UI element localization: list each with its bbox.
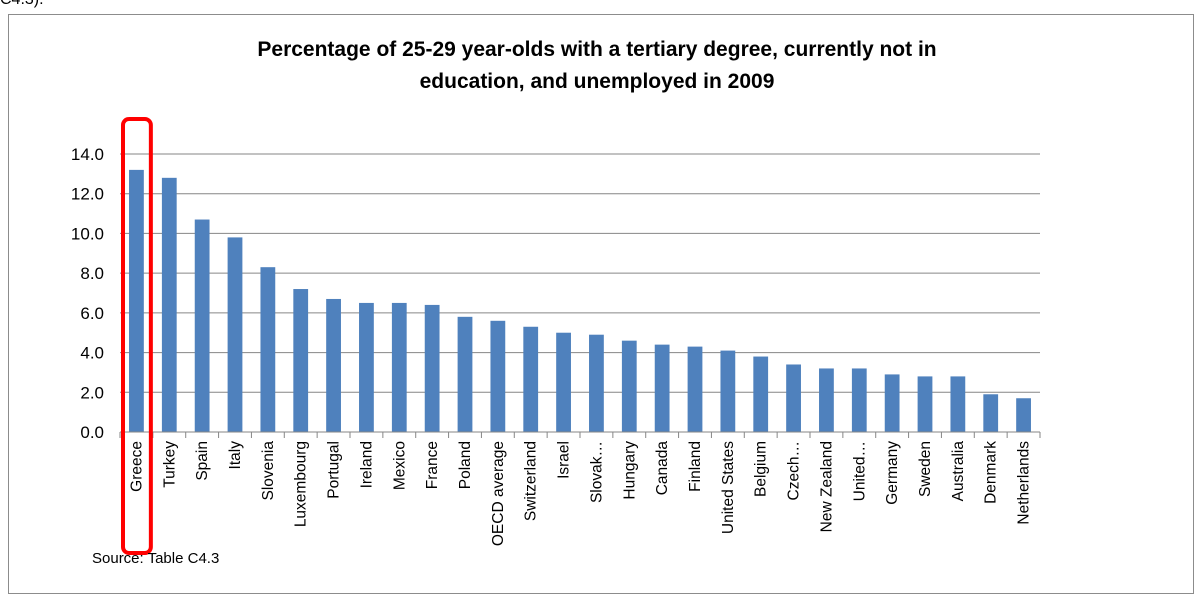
bar — [457, 316, 473, 432]
bar — [819, 368, 834, 432]
bar — [391, 302, 407, 432]
x-category-label: Netherlands — [1016, 441, 1033, 525]
bars — [129, 169, 1031, 432]
x-category-label: Canada — [654, 441, 671, 496]
bar — [786, 364, 801, 432]
bar — [950, 376, 966, 432]
bar — [621, 340, 637, 432]
x-axis: Greece Turkey Spain Italy Slovenia Luxembourg… — [119, 431, 1041, 546]
bar — [983, 394, 999, 432]
x-category-label: Hungary — [621, 441, 638, 500]
y-tick-label: 14.0 — [71, 145, 104, 164]
x-category-label: Italy — [227, 441, 244, 470]
y-tick-label: 0.0 — [80, 423, 104, 442]
x-category-label: Finland — [687, 441, 704, 492]
bar — [753, 356, 769, 432]
x-category-label: Sweden — [917, 441, 934, 497]
gridlines — [120, 153, 1040, 433]
x-category-label: Slovak… — [588, 441, 605, 503]
y-tick-label: 8.0 — [80, 264, 104, 283]
bar — [359, 302, 374, 432]
x-category-label: Israel — [556, 441, 573, 479]
x-category-label: Australia — [950, 441, 967, 502]
x-category-label: Denmark — [983, 441, 1000, 504]
x-category-label: Ireland — [358, 441, 375, 488]
x-category-label: OECD average — [490, 441, 507, 546]
x-category-label: Czech… — [786, 441, 803, 500]
x-category-label: Mexico — [391, 441, 408, 490]
y-tick-label: 4.0 — [80, 344, 104, 363]
x-category-label: Switzerland — [523, 441, 540, 521]
bar — [917, 376, 933, 432]
bar — [556, 332, 571, 432]
x-category-label: Spain — [194, 441, 211, 481]
x-category-label: Portugal — [326, 441, 343, 499]
y-tick-label: 10.0 — [71, 224, 104, 243]
x-category-label: Luxembourg — [293, 441, 310, 527]
bar — [884, 374, 900, 432]
highlight-box — [121, 117, 153, 555]
source-note: Source: Table C4.3 — [92, 550, 219, 567]
x-category-label: New Zealand — [818, 441, 835, 532]
x-category-label: Greece — [128, 441, 145, 492]
bar — [851, 368, 867, 432]
x-category-label: Germany — [884, 441, 901, 505]
bar-chart: Percentage of 25-29 year-olds with a ter… — [71, 38, 1041, 567]
bar — [260, 267, 276, 432]
bar — [720, 350, 736, 432]
x-category-label: Turkey — [161, 441, 178, 488]
x-category-label: Poland — [457, 441, 474, 489]
bar — [687, 346, 703, 432]
bar — [424, 304, 440, 432]
bar — [589, 334, 604, 432]
bar — [227, 237, 243, 432]
bar — [523, 326, 539, 432]
x-category-label: United States — [720, 441, 737, 534]
y-axis: 0.0 2.0 4.0 6.0 8.0 10.0 12.0 14.0 — [71, 145, 104, 442]
highlight-group — [121, 117, 153, 555]
text-fragment: C4.3). — [0, 0, 44, 9]
y-tick-label: 2.0 — [80, 383, 104, 402]
bar — [129, 169, 144, 432]
bar — [1016, 398, 1031, 432]
bar — [326, 298, 341, 432]
bar — [161, 177, 177, 432]
bar — [194, 219, 210, 432]
x-category-label: Belgium — [753, 441, 770, 497]
y-tick-label: 6.0 — [80, 304, 104, 323]
x-category-label: Slovenia — [260, 441, 277, 501]
bar — [490, 320, 506, 432]
bar — [654, 344, 670, 432]
bar — [293, 289, 309, 432]
x-category-label: United… — [851, 441, 868, 501]
chart-title-line-2: education, and unemployed in 2009 — [420, 70, 775, 93]
y-tick-label: 12.0 — [71, 185, 104, 204]
chart-title-line-1: Percentage of 25-29 year-olds with a ter… — [257, 38, 936, 61]
x-category-label: France — [424, 441, 441, 489]
